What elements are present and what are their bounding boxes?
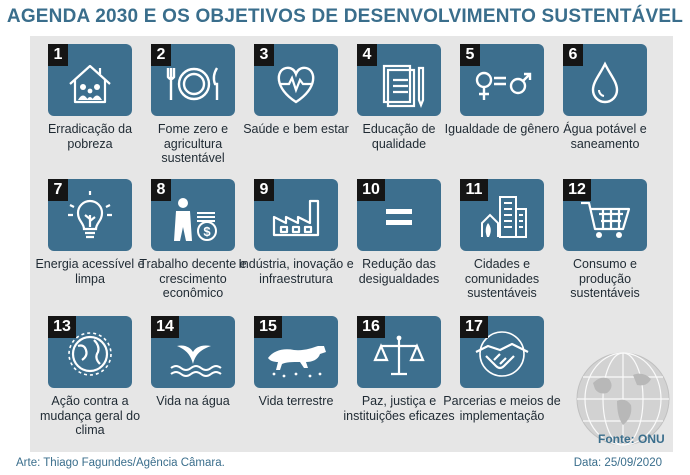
shopping-cart-icon <box>581 201 631 238</box>
goal-tile: 15 <box>254 316 338 388</box>
house-family-icon <box>69 64 111 104</box>
goals-panel: 1 Erradicação da pobreza 2 Fome zero e a… <box>30 36 673 452</box>
goal-label: Consumo e produção sustentáveis <box>570 257 640 300</box>
goal-label: Indústria, inovação e infraestrutura <box>238 257 354 286</box>
city-buildings-icon <box>481 196 527 238</box>
goal-label: Educação de qualidade <box>362 122 436 151</box>
svg-text:$: $ <box>203 224 211 239</box>
handshake-icon <box>475 331 529 377</box>
globe-icon <box>576 352 670 446</box>
goal-label: Água potável e saneamento <box>563 122 647 151</box>
goal-tile: 10 <box>357 179 441 251</box>
goal-tile: 4 <box>357 44 441 116</box>
scales-icon <box>373 335 425 376</box>
source-note: Fonte: ONU <box>598 432 665 446</box>
book-pencil-icon <box>382 64 425 108</box>
goal-label: Igualdade de gênero <box>444 122 560 136</box>
gender-symbols-icon <box>475 71 532 100</box>
goal-tile: 9 <box>254 179 338 251</box>
goal-number: 10 <box>357 179 385 201</box>
goal-tile: 17 <box>460 316 544 388</box>
goal-label: Fome zero e agricultura sustentável <box>157 122 229 165</box>
goal-tile: 16 <box>357 316 441 388</box>
factory-icon <box>272 199 320 237</box>
goal-tile: $ 8 <box>151 179 235 251</box>
goal-number: 4 <box>357 44 377 66</box>
goal-number: 8 <box>151 179 171 201</box>
goal-tile: 3 <box>254 44 338 116</box>
worker-coins-icon: $ <box>174 198 217 241</box>
goal-tile: 13 <box>48 316 132 388</box>
credit-text: Arte: Thiago Fagundes/Agência Câmara. <box>16 457 225 469</box>
goal-tile: 1 <box>48 44 132 116</box>
goal-number: 2 <box>151 44 171 66</box>
goal-tile: 7 <box>48 179 132 251</box>
goal-label: Trabalho decente e crescimento econômico <box>139 257 247 300</box>
globe-climate-icon <box>68 332 112 376</box>
page-title: AGENDA 2030 E OS OBJETIVOS DE DESENVOLVI… <box>6 6 684 27</box>
goal-tile: 14 <box>151 316 235 388</box>
goal-number: 17 <box>460 316 488 338</box>
goal-tile: 2 <box>151 44 235 116</box>
goal-tile: 5 <box>460 44 544 116</box>
goal-number: 9 <box>254 179 274 201</box>
goal-number: 16 <box>357 316 385 338</box>
goal-label: Parcerias e meios de implementação <box>443 394 561 423</box>
goal-label: Saúde e bem estar <box>243 122 349 136</box>
heart-pulse-icon <box>277 66 315 104</box>
plate-cutlery-icon <box>166 67 219 101</box>
goal-number: 6 <box>563 44 583 66</box>
goal-label: Ação contra a mudança geral do clima <box>39 394 141 437</box>
goal-label: Vida terrestre <box>258 394 334 408</box>
goal-label: Energia acessível e limpa <box>35 257 145 286</box>
goal-number: 12 <box>563 179 591 201</box>
goal-number: 5 <box>460 44 480 66</box>
lightbulb-icon <box>68 191 112 239</box>
goal-label: Cidades e comunidades sustentáveis <box>464 257 540 300</box>
whale-tail-icon <box>170 345 222 377</box>
date-text: Data: 25/09/2020 <box>573 457 662 469</box>
goal-number: 1 <box>48 44 68 66</box>
goal-label: Erradicação da pobreza <box>47 122 133 151</box>
goal-label: Redução das desigualdades <box>358 257 440 286</box>
goal-number: 7 <box>48 179 68 201</box>
goal-number: 15 <box>254 316 282 338</box>
jaguar-icon <box>268 346 326 378</box>
goal-number: 14 <box>151 316 179 338</box>
water-drop-icon <box>591 61 619 104</box>
goal-number: 13 <box>48 316 76 338</box>
goal-label: Vida na água <box>156 394 230 408</box>
goal-label: Paz, justiça e instituições eficazes <box>343 394 455 423</box>
goal-tile: 11 <box>460 179 544 251</box>
goal-number: 3 <box>254 44 274 66</box>
equals-icon <box>386 209 412 225</box>
goal-tile: 12 <box>563 179 647 251</box>
goal-number: 11 <box>460 179 488 201</box>
goal-tile: 6 <box>563 44 647 116</box>
